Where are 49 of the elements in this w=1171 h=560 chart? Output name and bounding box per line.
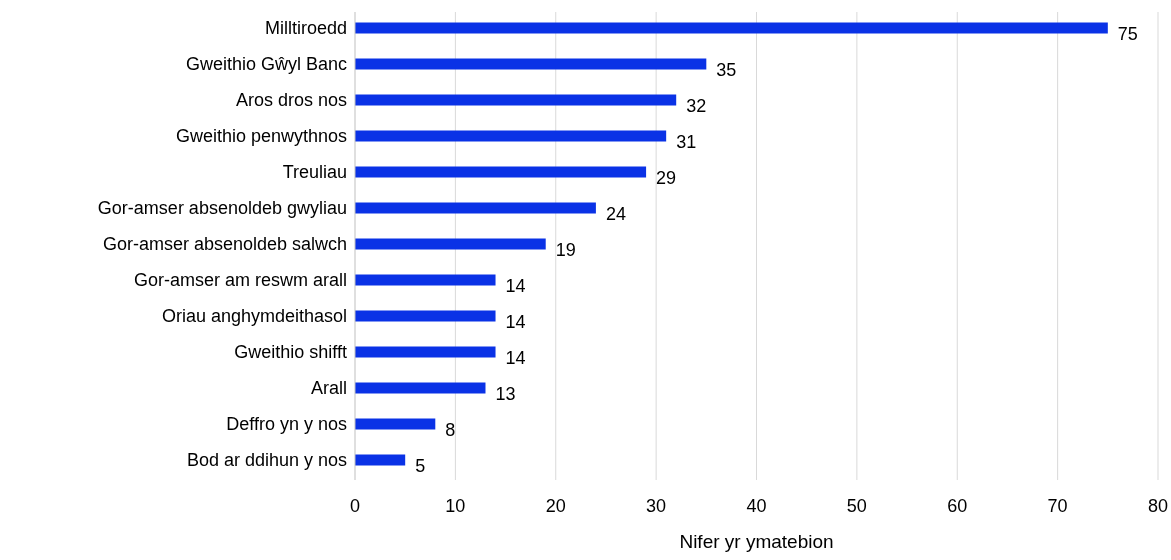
y-tick-label: Gor-amser absenoldeb salwch — [102, 234, 347, 254]
data-label: 75 — [1117, 24, 1138, 44]
data-label: 31 — [676, 132, 697, 152]
y-tick-label: Gor-amser am reswm arall — [133, 270, 347, 290]
data-label: 35 — [716, 60, 737, 80]
y-tick-label: Gweithio Gŵyl Banc — [185, 54, 347, 74]
data-label: 24 — [605, 204, 626, 224]
data-label: 19 — [555, 240, 576, 260]
bar — [355, 274, 496, 286]
x-tick-label: 30 — [646, 496, 667, 516]
bar — [355, 238, 546, 250]
y-tick-label: Deffro yn y nos — [226, 414, 347, 434]
bar — [355, 310, 496, 322]
data-label: 14 — [505, 312, 526, 332]
bar — [355, 94, 677, 106]
bar — [355, 58, 707, 70]
y-tick-label: Bod ar ddihun y nos — [186, 450, 347, 470]
bar — [355, 202, 596, 214]
y-tick-label: Treuliau — [282, 162, 347, 182]
x-tick-label: 10 — [445, 496, 466, 516]
data-label: 14 — [505, 348, 526, 368]
y-tick-label: Arall — [310, 378, 347, 398]
y-tick-label: Gweithio shifft — [234, 342, 347, 362]
y-tick-label: Oriau anghymdeithasol — [161, 306, 347, 326]
x-tick-label: 60 — [947, 496, 968, 516]
bar — [355, 166, 647, 178]
data-label: 29 — [656, 168, 677, 188]
x-tick-label: 0 — [349, 496, 361, 516]
bar — [355, 382, 486, 394]
x-tick-label: 50 — [846, 496, 867, 516]
data-label: 14 — [505, 276, 526, 296]
y-tick-label: Aros dros nos — [235, 90, 347, 110]
data-label: 8 — [445, 420, 456, 440]
x-axis-title: Nifer yr ymatebion — [679, 531, 834, 552]
bar — [355, 346, 496, 358]
x-tick-label: 80 — [1147, 496, 1169, 516]
y-tick-label: Milltiroedd — [264, 18, 347, 38]
bar — [355, 418, 436, 430]
y-tick-label: Gweithio penwythnos — [175, 126, 347, 146]
bar — [355, 22, 1108, 34]
data-label: 32 — [686, 96, 707, 116]
bar — [355, 454, 406, 466]
bar — [355, 130, 667, 142]
x-tick-label: 70 — [1047, 496, 1068, 516]
data-label: 13 — [495, 384, 516, 404]
x-tick-label: 40 — [746, 496, 767, 516]
data-label: 5 — [415, 456, 426, 476]
y-tick-label: Gor-amser absenoldeb gwyliau — [97, 198, 347, 218]
x-tick-label: 20 — [545, 496, 566, 516]
